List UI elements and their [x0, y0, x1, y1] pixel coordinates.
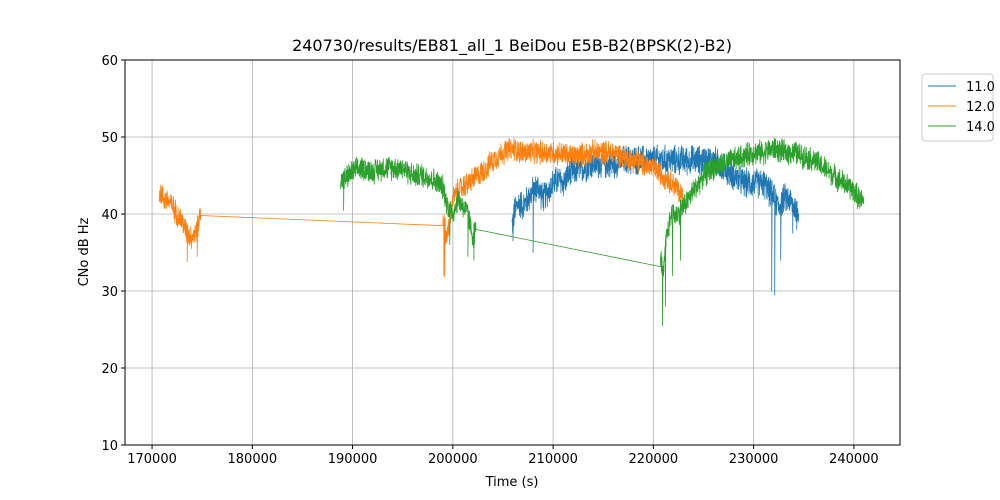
x-tick-label: 240000 — [829, 452, 879, 467]
y-tick-label: 10 — [101, 439, 118, 454]
y-tick-label: 20 — [101, 362, 118, 377]
legend-label: 11.0 — [966, 80, 995, 95]
x-tick-label: 210000 — [528, 452, 578, 467]
y-tick-label: 60 — [101, 54, 118, 69]
y-tick-label: 30 — [101, 285, 118, 300]
x-tick-label: 190000 — [328, 452, 378, 467]
y-axis-label: CNo dB Hz — [77, 217, 92, 286]
x-tick-label: 170000 — [127, 452, 177, 467]
legend-label: 14.0 — [966, 120, 995, 135]
legend: 11.0 12.0 14.0 — [921, 73, 995, 142]
plot-frame — [124, 59, 901, 446]
grid — [125, 59, 900, 446]
x-tick-label: 200000 — [428, 452, 478, 467]
chart-title: 240730/results/EB81_all_1 BeiDou E5B-B2(… — [292, 36, 732, 56]
legend-label: 12.0 — [966, 100, 995, 115]
series-line-12-0 — [158, 138, 684, 278]
y-tick-label: 40 — [101, 208, 118, 223]
x-tick-label: 180000 — [228, 452, 278, 467]
x-tick-label: 230000 — [729, 452, 779, 467]
x-axis-label: Time (s) — [485, 475, 539, 490]
y-tick-label: 50 — [101, 131, 118, 146]
series-layer — [158, 137, 865, 326]
legend-frame — [921, 73, 994, 142]
series-line-14-0 — [340, 137, 865, 326]
axis-ticks: 170000 180000 190000 200000 210000 220000 2300… — [101, 54, 878, 467]
x-tick-label: 220000 — [629, 452, 679, 467]
